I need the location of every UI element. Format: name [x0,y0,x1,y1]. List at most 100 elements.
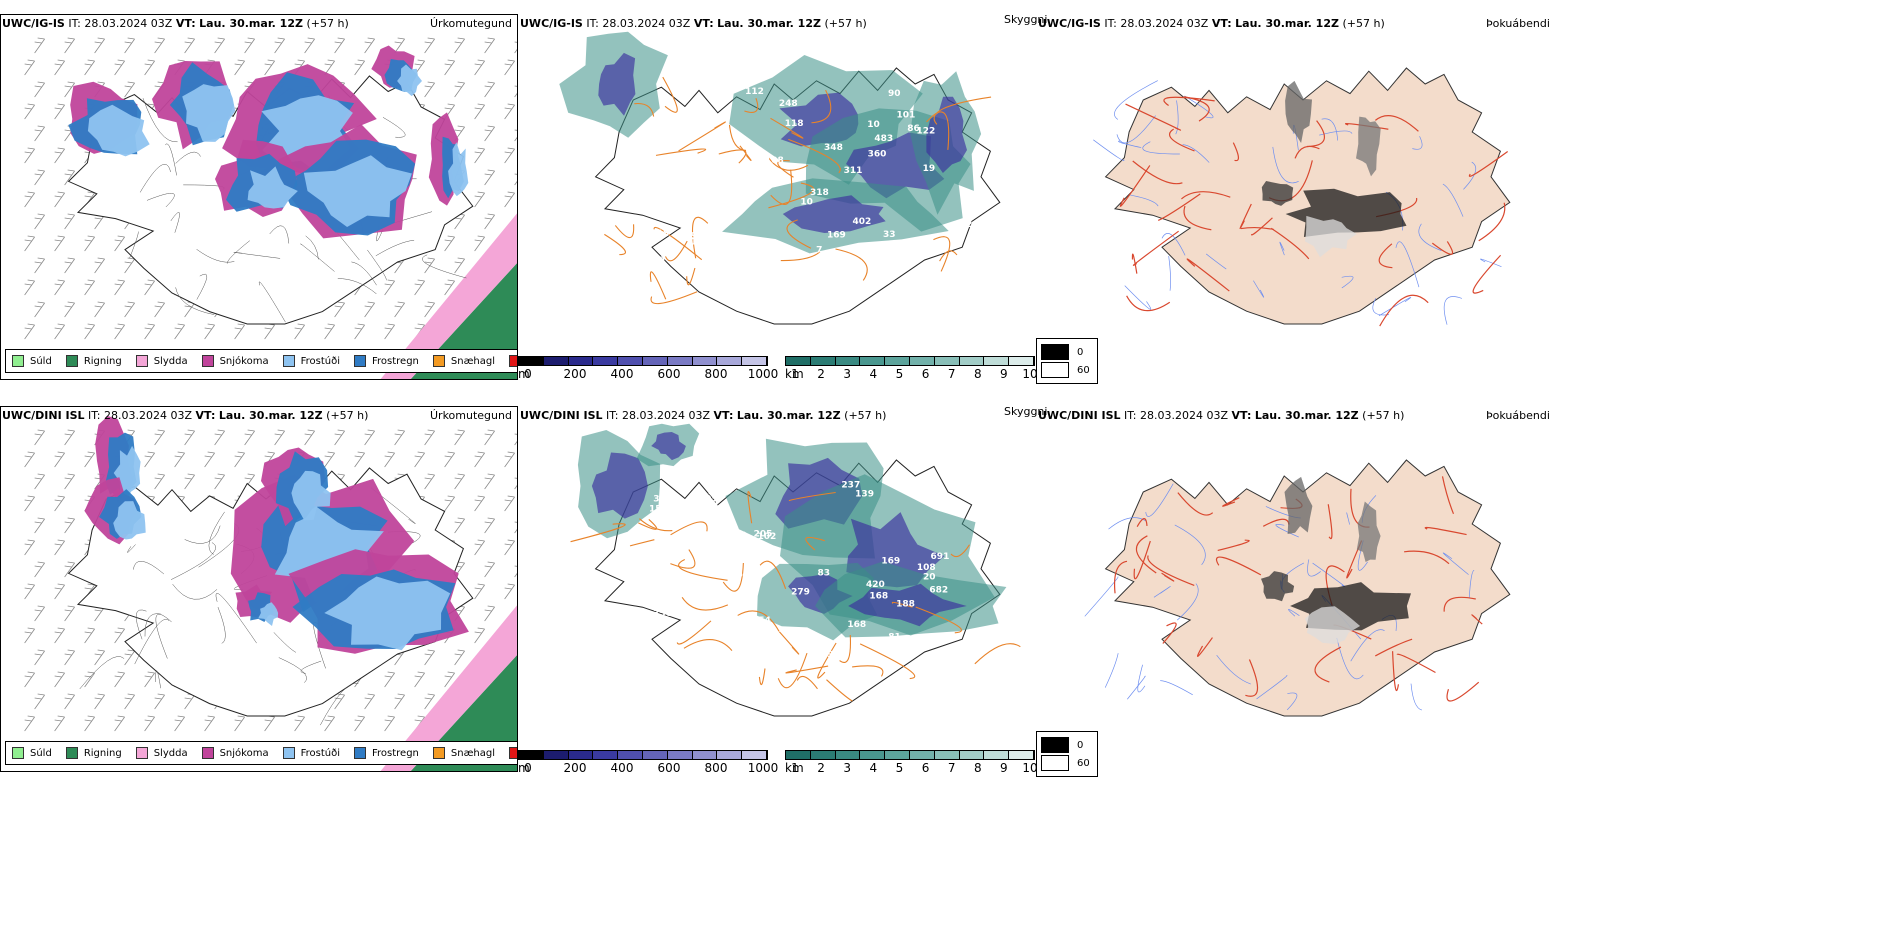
colorbar-tick-label: 0 [524,367,532,381]
visibility-value-label: 311 [844,166,863,176]
visibility-value-label: 102 [757,532,776,542]
colorbar-tick-label: 2 [817,761,825,775]
colorbar-swatch [543,357,569,365]
visibility-value-label: 360 [868,149,887,159]
colorbar-swatch [593,357,619,365]
colorbar-tick-label: 1000 [747,761,779,775]
visibility-value-label: 83 [817,568,830,578]
colorbar-swatch [717,751,743,759]
visibility-value-label: 348 [824,143,843,153]
visibility-value-label: 420 [866,580,885,590]
visibility-value-label: 205 [699,495,718,505]
precip-legend-swatch [354,747,366,759]
colorbar-swatch [667,357,693,365]
visibility-value-label: 454 [752,616,771,626]
panel-header-row2-vis: UWC/DINI ISL IT: 28.03.2024 03Z VT: Lau.… [520,409,887,422]
visibility-value-label: 402 [853,217,872,227]
precip-legend-label: Frostregn [372,747,419,759]
colorbar-tick-label: 10 [1022,761,1038,775]
precip-legend-item: Frostregn [354,355,419,367]
visibility-value-label: 157 [733,547,752,557]
precip-legend-swatch [65,747,78,759]
colorbar-tick-label: 9 [1000,367,1008,381]
colorbar-swatch [885,751,910,759]
fog-legend-item: 60 [1041,754,1093,772]
colorbar-unit: km [785,761,804,775]
precip-legend-item: Snæhagl [432,747,495,759]
colorbar-swatch [1009,751,1034,759]
colorbar-swatch [692,751,718,759]
fog-panel-row1 [1038,14,1554,380]
panel-header-row2-precip: UWC/DINI ISL IT: 28.03.2024 03Z VT: Lau.… [2,409,369,422]
visibility-value-label: 362 [653,494,672,504]
precip-legend-swatch [65,355,78,367]
visibility-value-label: 82 [708,488,721,498]
fog-legend-label: 60 [1077,364,1090,376]
colorbar-tick-label: 3 [843,367,852,381]
colorbar-swatch [959,751,985,759]
colorbar-unit: km [785,367,804,381]
visibility-value-label: 33 [883,230,896,240]
colorbar-swatch [984,751,1010,759]
colorbar-swatch [959,357,985,365]
visibility-value-label: 188 [896,600,915,610]
visibility-value-label: 483 [874,134,893,144]
visibility-value-label: 122 [917,127,936,137]
colorbar-swatch [885,357,910,365]
precip-map-row2 [24,416,517,771]
precip-legend-row2: Súld Rigning Slydda Snjókoma Frostúði Frostre… [5,741,517,765]
colorbar-tick-label: 4 [869,367,878,381]
visibility-panel-row2: 420 20 44 82 102 81 356 139 90 99 152 392 362 336 454 6… [518,406,1038,772]
colorbar-swatch [909,357,935,365]
colorbar-tick-label: 1000 [747,367,779,381]
visibility-value-label: 318 [810,188,829,198]
visibility-value-label: 109 [740,540,759,550]
colorbar-swatch [618,357,643,365]
precip-legend-item: Haglél [509,355,517,367]
vis-colorbar-km-row2: km 1 2 3 4 5 6 7 8 9 10 [785,750,1038,775]
visibility-map-row2: 420 20 44 82 102 81 356 139 90 99 152 392 362 336 454 6… [570,423,1021,717]
precip-legend-label: Súld [30,747,52,759]
colorbar-swatch [860,357,886,365]
precip-legend-item: Rigning [65,747,122,759]
colorbar-tick-label: 800 [704,761,728,775]
colorbar-tick-label: 7 [947,761,956,775]
precip-legend-item: Súld [12,747,52,759]
visibility-value-label: 169 [881,557,900,567]
colorbar-swatch [742,751,767,759]
precip-legend-swatch [12,747,24,759]
visibility-value-label: 101 [896,111,915,121]
visibility-value-label: 44 [663,635,676,645]
colorbar-swatch [984,357,1010,365]
precip-legend-swatch [509,355,517,367]
precip-legend-item: Súld [12,355,52,367]
colorbar-swatch [717,357,743,365]
colorbar-tick-label: 1 [791,367,799,381]
precip-legend-swatch [432,747,445,759]
colorbar-tick-label: 200 [563,761,587,775]
fog-legend-swatch [1041,737,1069,753]
colorbar-tick-label: 6 [921,761,930,775]
colorbar-unit: m [518,367,530,381]
visibility-value-label: 97 [658,571,671,581]
colorbar-tick-label: 9 [1000,761,1008,775]
visibility-value-label: 359 [678,231,697,241]
precip-legend-label: Snjókoma [219,747,269,759]
precip-type-panel-row2: Súld Rigning Slydda Snjókoma Frostúði Frostre… [0,406,518,772]
precip-legend-item: Snjókoma [201,355,269,367]
visibility-value-label: 168 [847,620,866,630]
precip-legend-item: Slydda [135,355,188,367]
visibility-value-label: 10 [800,197,813,207]
precip-map-row1 [24,37,517,379]
visibility-value-label: 129 [699,500,718,510]
visibility-value-label: 10 [867,120,880,130]
precip-legend-item: Frostúði [282,747,340,759]
colorbar-tick-label: 1 [791,761,799,775]
panel-header-row2-fog: UWC/DINI ISL IT: 28.03.2024 03Z VT: Lau.… [1038,409,1405,422]
visibility-value-label: 39 [952,480,965,490]
visibility-value-label: 206 [669,217,688,227]
precip-legend-label: Slydda [153,355,188,367]
colorbar-tick-label: 7 [947,367,956,381]
colorbar-swatch [1009,357,1034,365]
